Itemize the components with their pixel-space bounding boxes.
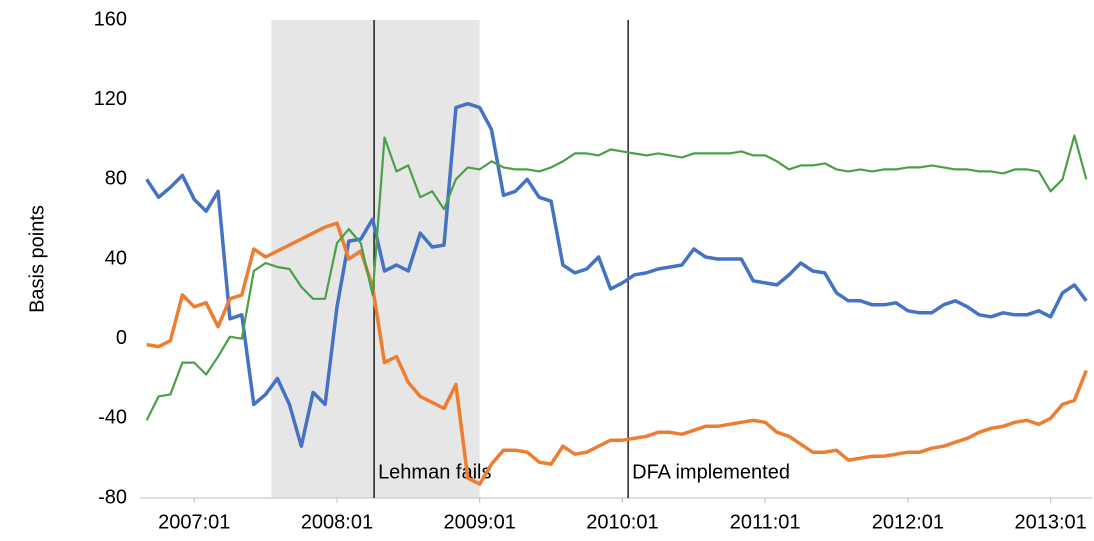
y-tick-label: 120 <box>94 88 127 110</box>
x-tick-label: 2009:01 <box>444 511 516 533</box>
y-tick-label: 0 <box>116 327 127 349</box>
event-label: DFA implemented <box>632 461 790 483</box>
y-tick-label: 40 <box>105 247 127 269</box>
x-tick-label: 2010:01 <box>586 511 658 533</box>
series-line <box>145 101 1088 448</box>
y-tick-label: 160 <box>94 8 127 30</box>
series-line <box>145 134 1088 421</box>
y-axis-label: Basis points <box>26 205 48 313</box>
y-tick-label: -40 <box>98 407 127 429</box>
y-tick-label: 80 <box>105 168 127 190</box>
series-line <box>146 221 1088 486</box>
x-tick-label: 2012:01 <box>872 511 944 533</box>
x-tick-label: 2013:01 <box>1014 511 1086 533</box>
x-tick-label: 2007:01 <box>158 511 230 533</box>
x-tick-label: 2008:01 <box>301 511 373 533</box>
x-tick-label: 2011:01 <box>730 511 801 533</box>
event-label: Lehman fails <box>378 461 491 483</box>
y-tick-label: -80 <box>98 486 127 508</box>
